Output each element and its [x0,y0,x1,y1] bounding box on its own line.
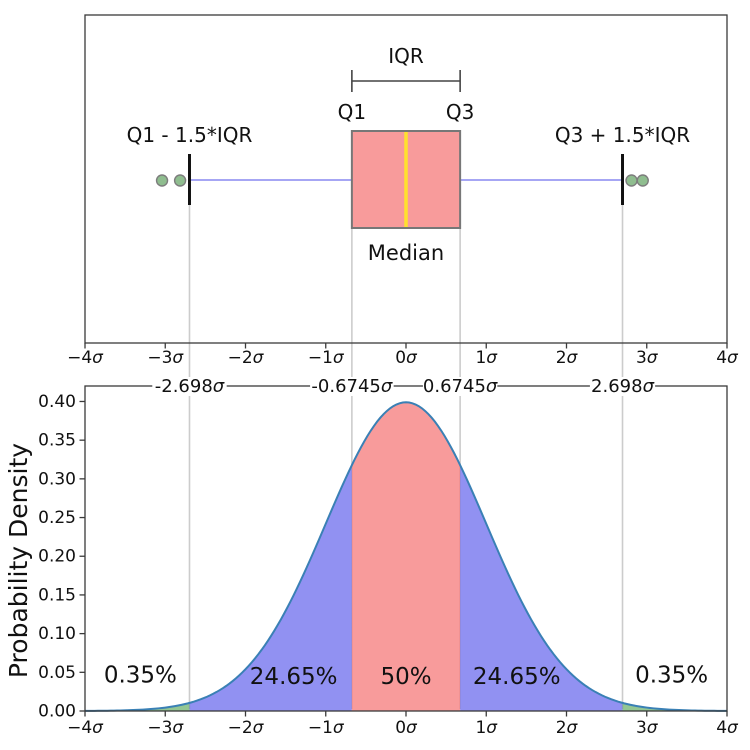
top-axis-sigma-label: -0.6745σ [311,376,392,397]
x-tick-label: −1σ [308,718,345,738]
y-tick-label: 0.20 [38,547,76,567]
median-label: Median [368,241,444,265]
outlier-point [173,174,187,187]
q3-label: Q3 [446,100,474,124]
x-tick-label: −2σ [228,348,265,368]
x-tick-label: 2σ [556,348,579,368]
pdf-region [85,702,190,711]
y-tick-label: 0.05 [38,663,76,683]
whisker-high-label: Q3 + 1.5*IQR [555,123,690,147]
y-axis-label: Probability Density [4,443,33,678]
y-tick-label: 0.00 [38,702,76,722]
x-tick-label: 1σ [475,718,498,738]
y-tick-label: 0.35 [38,431,76,451]
y-tick-label: 0.40 [38,392,76,412]
region-percent-label: 24.65% [250,664,338,690]
outlier-point [636,174,649,187]
y-tick-label: 0.25 [38,508,76,528]
region-percent-label: 50% [380,664,431,690]
x-tick-label: −4σ [67,348,104,368]
pdf-region [460,465,623,711]
y-tick-label: 0.15 [38,585,76,605]
x-tick-label: 0σ [395,348,418,368]
y-tick-label: 0.30 [38,469,76,489]
region-percent-label: 24.65% [473,664,561,690]
top-axis-sigma-label: 0.6745σ [423,376,498,397]
normal-pdf-curve [84,401,728,712]
x-tick-label: −4σ [67,718,104,738]
x-tick-label: −3σ [147,348,184,368]
x-tick-label: 4σ [716,348,739,368]
outlier-point [625,174,638,187]
top-axis-label-mask [152,377,227,396]
iqr-label: IQR [388,44,424,68]
x-tick-label: 3σ [636,718,659,738]
x-tick-label: −2σ [228,718,265,738]
y-tick-label: 0.10 [38,624,76,644]
outlier-point [155,174,169,187]
top-axis-sigma-label: 2.698σ [591,376,655,397]
q1-label: Q1 [338,100,366,124]
top-axis-sigma-label: -2.698σ [155,376,225,397]
whisker-low-label: Q1 - 1.5*IQR [127,123,253,147]
x-tick-label: 4σ [716,718,739,738]
region-percent-label: 0.35% [104,663,177,689]
x-tick-label: −3σ [147,718,184,738]
pdf-region [351,402,461,711]
top-axis-label-mask [422,377,498,396]
pdf-region [189,465,352,711]
x-tick-label: 2σ [556,718,579,738]
top-axis-label-mask [310,377,394,396]
pdf-region [622,702,727,711]
x-tick-label: 0σ [395,718,418,738]
x-tick-label: 3σ [636,348,659,368]
x-tick-label: 1σ [475,348,498,368]
region-percent-label: 0.35% [635,663,708,689]
top-axis-label-mask [589,377,656,396]
x-tick-label: −1σ [308,348,345,368]
